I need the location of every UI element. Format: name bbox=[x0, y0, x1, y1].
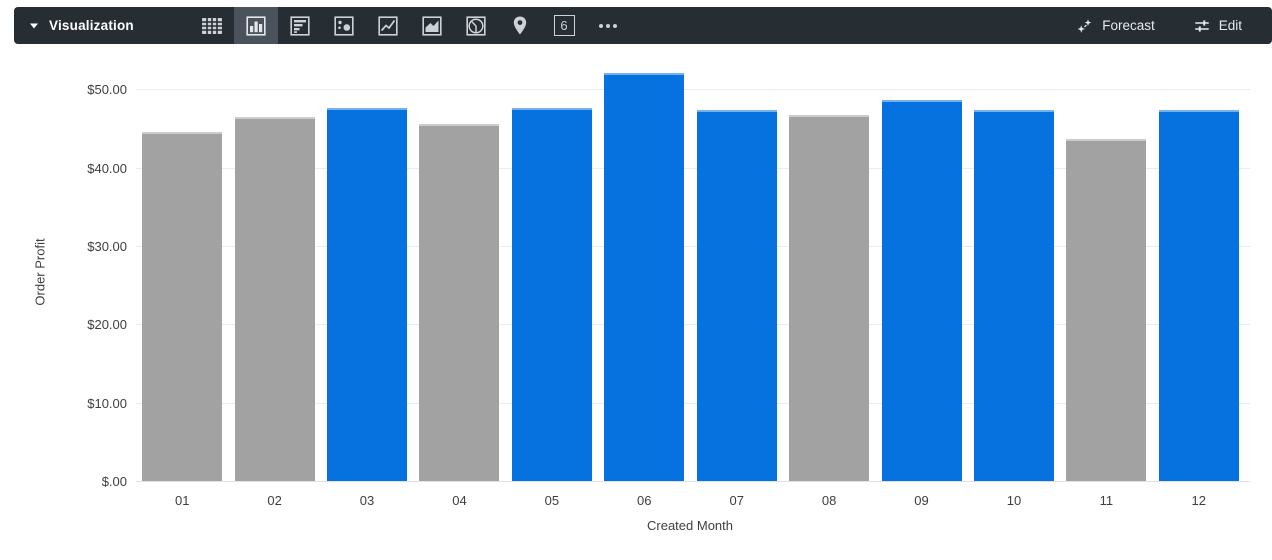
y-tick-label: $50.00 bbox=[87, 82, 127, 98]
edit-button[interactable]: Edit bbox=[1193, 17, 1242, 35]
gridline bbox=[136, 245, 1250, 247]
bar-04[interactable] bbox=[419, 124, 500, 481]
edit-label: Edit bbox=[1218, 18, 1242, 33]
gridline bbox=[136, 402, 1250, 404]
bar-02[interactable] bbox=[234, 116, 315, 481]
gridline bbox=[136, 89, 1250, 91]
x-tick-label: 10 bbox=[1006, 493, 1022, 508]
x-tick-label: 09 bbox=[914, 493, 929, 508]
bar-01[interactable] bbox=[142, 132, 223, 481]
bar-07[interactable] bbox=[696, 110, 777, 481]
viz-type-bar-button[interactable] bbox=[278, 7, 322, 44]
x-tick-label: 08 bbox=[821, 493, 837, 508]
single-value-chart-icon: 6 bbox=[553, 15, 575, 36]
bar-06[interactable] bbox=[604, 72, 685, 481]
viz-type-map-button[interactable] bbox=[498, 7, 542, 44]
plot-area: $.00 $10.00 $20.00 $30.00 $40.00 $50.00 01 02 03… bbox=[87, 62, 1250, 508]
line-chart-icon bbox=[376, 14, 400, 38]
viz-type-single-value-button[interactable]: 6 bbox=[542, 7, 586, 44]
viz-type-area-button[interactable] bbox=[410, 7, 454, 44]
x-tick-label: 07 bbox=[729, 493, 744, 508]
forecast-label: Forecast bbox=[1102, 18, 1155, 33]
table-chart-icon bbox=[200, 14, 224, 38]
forecast-button[interactable]: Forecast bbox=[1076, 17, 1155, 35]
x-tick-label: 12 bbox=[1191, 493, 1207, 508]
x-tick-label: 06 bbox=[637, 493, 652, 508]
viz-type-switcher: 6 bbox=[190, 7, 630, 44]
visualization-header-toggle[interactable]: Visualization bbox=[14, 18, 190, 33]
x-tick-label: 01 bbox=[174, 493, 190, 508]
column-chart-icon bbox=[244, 14, 268, 38]
map-chart-icon bbox=[508, 14, 532, 38]
viz-type-line-button[interactable] bbox=[366, 7, 410, 44]
scatter-chart-icon bbox=[332, 14, 356, 38]
visualization-toolbar: Visualization 6 Forecast bbox=[14, 7, 1272, 44]
chevron-down-icon bbox=[29, 21, 39, 31]
x-tick-label: 11 bbox=[1099, 493, 1114, 508]
area-chart-icon bbox=[420, 14, 444, 38]
bar-12[interactable] bbox=[1158, 110, 1239, 481]
bar-08[interactable] bbox=[789, 115, 870, 481]
y-axis-title: Order Profit bbox=[32, 238, 48, 306]
bar-09[interactable] bbox=[881, 100, 962, 481]
forecast-icon bbox=[1076, 17, 1094, 35]
viz-type-scatter-button[interactable] bbox=[322, 7, 366, 44]
x-tick-label: 03 bbox=[359, 493, 375, 508]
x-tick-label: 05 bbox=[544, 493, 560, 508]
x-tick-label: 02 bbox=[267, 493, 282, 508]
toolbar-actions: Forecast Edit bbox=[1076, 17, 1272, 35]
y-tick-label: $20.00 bbox=[87, 317, 127, 333]
tune-icon bbox=[1193, 17, 1211, 35]
more-chart-icon bbox=[596, 14, 620, 38]
y-tick-label: $30.00 bbox=[87, 238, 127, 254]
gridline bbox=[136, 167, 1250, 169]
viz-type-column-button[interactable] bbox=[234, 7, 278, 44]
pie-chart-icon bbox=[464, 14, 488, 38]
y-tick-label: $40.00 bbox=[87, 160, 127, 176]
y-tick-label: $.00 bbox=[101, 474, 127, 489]
panel-title: Visualization bbox=[49, 18, 134, 33]
bar-05[interactable] bbox=[511, 108, 592, 481]
gridline bbox=[136, 324, 1250, 326]
bar-03[interactable] bbox=[327, 108, 408, 481]
x-axis-title: Created Month bbox=[647, 518, 733, 533]
x-axis-line bbox=[136, 481, 1250, 482]
x-tick-label: 04 bbox=[452, 493, 467, 508]
y-tick-label: $10.00 bbox=[87, 395, 127, 411]
bar-chart-icon bbox=[288, 14, 312, 38]
viz-type-table-button[interactable] bbox=[190, 7, 234, 44]
viz-type-more-button[interactable] bbox=[586, 7, 630, 44]
viz-type-pie-button[interactable] bbox=[454, 7, 498, 44]
bar-11[interactable] bbox=[1066, 138, 1147, 481]
bar-10[interactable] bbox=[973, 110, 1054, 481]
